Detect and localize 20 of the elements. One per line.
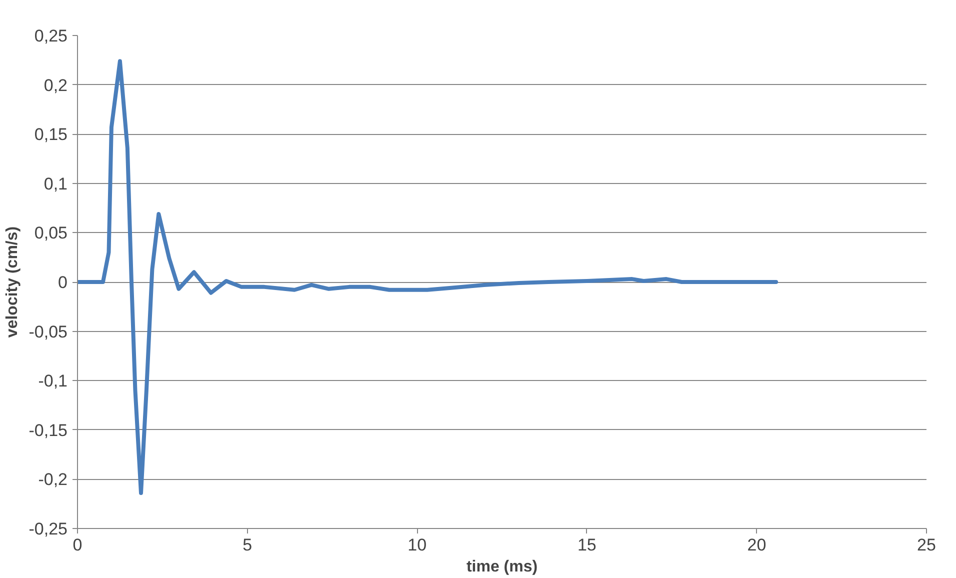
y-tick-label: -0,25 [28,520,68,538]
x-tick-label: 5 [242,536,252,554]
y-axis-title: velocity (cm/s) [4,226,21,338]
y-tick-label: 0 [58,273,68,292]
y-tick-label: -0,05 [28,322,68,342]
x-tick-label: 25 [917,536,936,554]
y-tick-label: 0,05 [34,224,68,243]
y-tick-label: -0,2 [38,470,68,490]
line-series [78,59,778,496]
x-axis-title: time (ms) [466,558,538,576]
y-tick-label: -0,15 [28,420,68,440]
x-tick-label: 15 [577,536,596,554]
y-tick-label: 0,15 [34,125,68,144]
x-tick-label: 10 [408,536,427,554]
x-tick-label: 20 [747,536,766,554]
x-tick-label: 0 [72,536,82,554]
y-tick-label: 0,25 [34,26,68,46]
y-tick-label: -0,1 [38,372,68,391]
y-tick-label: 0,2 [44,76,68,95]
y-tick-label: 0,1 [44,174,68,194]
